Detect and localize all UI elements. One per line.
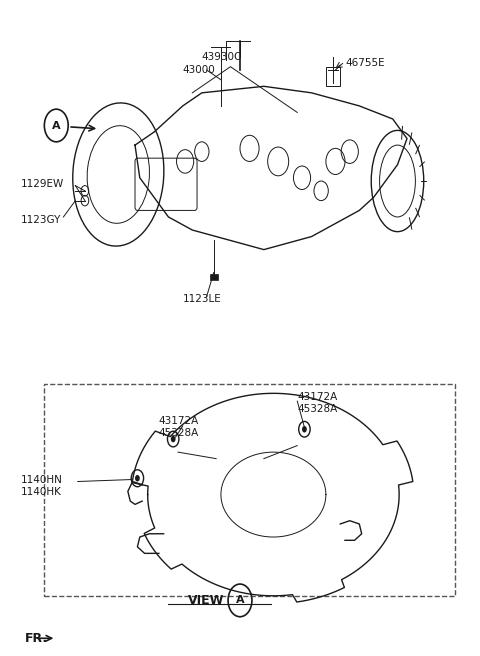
Text: 1140HK: 1140HK xyxy=(21,487,61,497)
Text: 1123GY: 1123GY xyxy=(21,215,61,225)
Text: A: A xyxy=(52,121,60,131)
Text: VIEW: VIEW xyxy=(189,594,225,607)
Bar xyxy=(210,274,217,280)
Text: 46755E: 46755E xyxy=(345,58,384,68)
Text: FR.: FR. xyxy=(25,632,48,645)
Text: 1140HN: 1140HN xyxy=(21,474,62,485)
Text: 45328A: 45328A xyxy=(297,404,337,414)
Text: 43172A: 43172A xyxy=(159,416,199,426)
Text: 43930C: 43930C xyxy=(202,52,242,62)
Text: 1129EW: 1129EW xyxy=(21,179,64,190)
Text: 43000: 43000 xyxy=(183,65,216,75)
Text: 43172A: 43172A xyxy=(297,392,337,401)
Circle shape xyxy=(135,475,140,482)
Text: 45328A: 45328A xyxy=(159,428,199,438)
Text: 1123LE: 1123LE xyxy=(183,294,221,304)
Bar xyxy=(326,67,340,87)
Text: A: A xyxy=(236,596,244,605)
Circle shape xyxy=(171,436,176,442)
Circle shape xyxy=(302,426,307,432)
